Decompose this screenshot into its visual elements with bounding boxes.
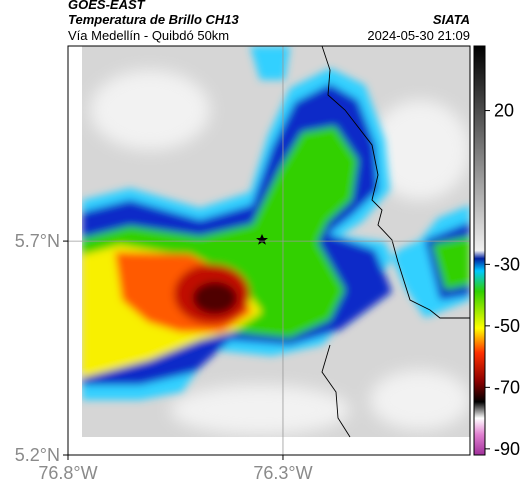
colorbar-tick-label: -50 — [494, 316, 520, 336]
lon-tick-label: 76.8°W — [38, 463, 97, 483]
colorbar-tick-label: 20 — [494, 101, 514, 121]
source: SIATA — [433, 12, 470, 27]
imagery — [82, 46, 470, 437]
product: Temperatura de Brillo CH13 — [68, 12, 240, 27]
map-frame — [67, 45, 471, 456]
lon-tick-label: 76.3°W — [253, 463, 312, 483]
colorbar-tick-label: -30 — [494, 254, 520, 274]
colorbar-tick-label: -70 — [494, 377, 520, 397]
route: Vía Medellín - Quibdó 50km — [68, 28, 229, 43]
lat-tick-label: 5.7°N — [15, 231, 60, 251]
lat-tick-label: 5.2°N — [15, 445, 60, 465]
timestamp: 2024-05-30 21:09 — [367, 28, 470, 43]
location-marker — [256, 234, 268, 245]
colorbar — [473, 45, 486, 456]
colorbar-tick-label: -90 — [494, 439, 520, 459]
satellite: GOES-EAST — [68, 0, 146, 12]
